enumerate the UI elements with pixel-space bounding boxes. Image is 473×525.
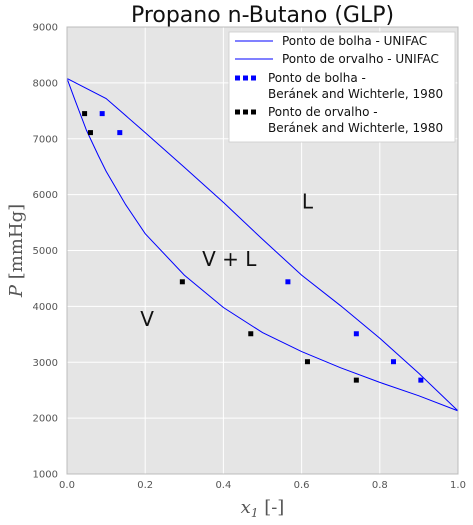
- legend-marker-handle: [243, 109, 248, 115]
- point-dew-experimental: [82, 111, 88, 117]
- axes-frame: [66, 26, 459, 475]
- y-tick-label: 3000: [33, 358, 58, 369]
- y-tick-label: 1000: [33, 470, 58, 481]
- region-label: V: [140, 307, 154, 331]
- point-bubble-experimental: [353, 331, 359, 337]
- legend-box: [228, 31, 456, 143]
- y-tick-label: 2000: [33, 414, 58, 425]
- series-line-bubble-unifac: [66, 77, 459, 412]
- legend-label: Beránek and Wichterle, 1980: [268, 87, 443, 101]
- point-bubble-experimental: [117, 130, 123, 136]
- y-tick-label: 9000: [33, 23, 58, 34]
- y-axis-label: P [mmHg]: [6, 204, 27, 298]
- legend-label: Beránek and Wichterle, 1980: [268, 121, 443, 135]
- y-tick-label: 5000: [33, 246, 58, 257]
- ticks: 0.0 0.2 0.4 0.6 0.8 1.0 1000 2000 3000 4000 5000 60…: [33, 23, 466, 492]
- y-tick-label: 8000: [33, 78, 58, 89]
- x-tick-label: 0.4: [215, 480, 231, 491]
- legend-marker-handle: [251, 109, 256, 115]
- point-bubble-experimental: [99, 111, 105, 117]
- y-tick-label: 6000: [33, 190, 58, 201]
- legend-marker-handle: [243, 75, 248, 81]
- y-tick-label: 4000: [33, 302, 58, 313]
- axes-border: [66, 26, 459, 475]
- point-dew-experimental: [179, 279, 185, 285]
- x-tick-label: 0.0: [59, 480, 75, 491]
- x-tick-label: 1.0: [450, 480, 466, 491]
- region-label: V + L: [202, 247, 257, 271]
- legend-label: Ponto de orvalho -: [268, 105, 378, 119]
- point-bubble-experimental: [285, 279, 291, 285]
- chart-title: Propano n-Butano (GLP): [131, 3, 394, 28]
- region-label: L: [302, 190, 314, 214]
- legend-label: Ponto de orvalho - UNIFAC: [282, 52, 439, 66]
- x-axis-label: x1 [-]: [241, 497, 285, 520]
- legend-label: Ponto de bolha -: [268, 71, 366, 85]
- point-dew-experimental: [304, 359, 310, 365]
- point-bubble-experimental: [418, 377, 424, 383]
- legend: Ponto de bolha - UNIFAC Ponto de orvalho …: [228, 31, 456, 143]
- point-dew-experimental: [353, 377, 359, 383]
- x-tick-label: 0.6: [294, 480, 310, 491]
- x-tick-label: 0.8: [372, 480, 388, 491]
- series-layer: [66, 77, 459, 412]
- legend-marker-handle: [235, 109, 240, 115]
- point-dew-experimental: [248, 331, 254, 337]
- y-tick-label: 7000: [33, 134, 58, 145]
- legend-marker-handle: [251, 75, 256, 81]
- legend-label: Ponto de bolha - UNIFAC: [282, 34, 427, 48]
- legend-marker-handle: [235, 75, 240, 81]
- point-bubble-experimental: [390, 359, 396, 365]
- point-dew-experimental: [87, 130, 93, 136]
- series-line-dew-unifac: [66, 78, 459, 412]
- x-tick-label: 0.2: [137, 480, 153, 491]
- annotations: L V + L V: [140, 190, 314, 331]
